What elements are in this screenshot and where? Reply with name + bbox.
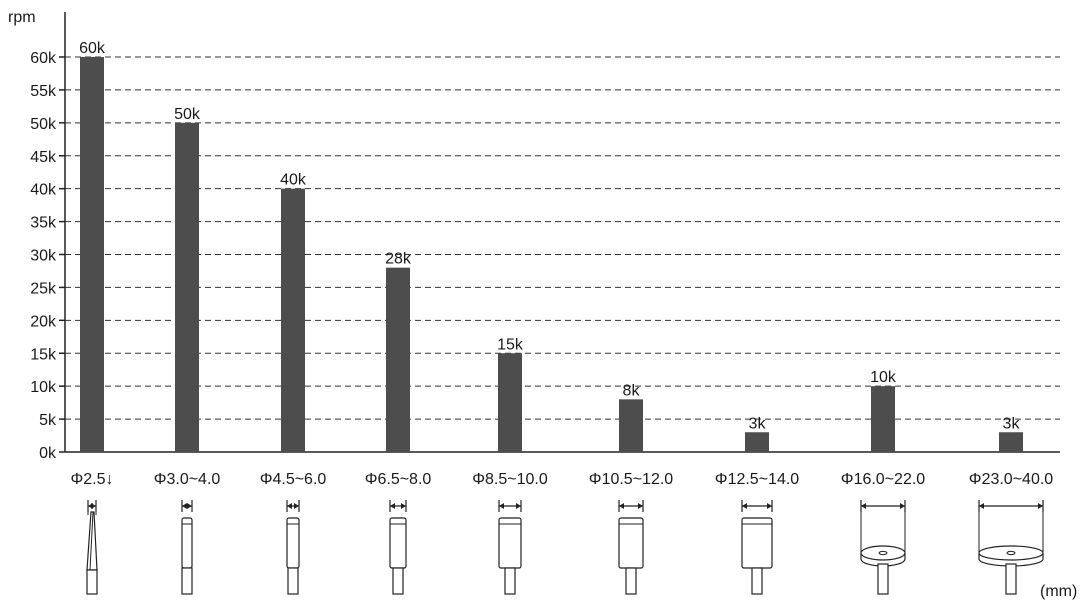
y-tick-label: 60k — [30, 50, 57, 67]
bar — [871, 386, 895, 452]
y-tick-label: 45k — [30, 149, 57, 166]
bar-value-label: 3k — [1003, 415, 1021, 432]
bar-value-label: 10k — [870, 369, 897, 386]
y-tick-label: 0k — [39, 445, 57, 462]
x-category-label: Φ4.5~6.0 — [260, 471, 327, 488]
y-tick-label: 20k — [30, 313, 57, 330]
bar — [281, 188, 305, 452]
bar — [999, 432, 1023, 452]
burr-shank-icon — [498, 500, 522, 595]
y-tick-label: 55k — [30, 83, 57, 100]
burr-shank-icon — [181, 500, 193, 595]
grinding-disc-icon — [978, 500, 1044, 595]
drill-bit-icon — [86, 500, 98, 595]
bar — [619, 399, 643, 452]
bar-value-label: 3k — [749, 415, 767, 432]
x-category-label: Φ2.5↓ — [70, 471, 113, 488]
x-category-label: Φ3.0~4.0 — [154, 471, 221, 488]
bar-value-label: 8k — [623, 382, 641, 399]
bar — [175, 122, 199, 452]
x-unit-label: (mm) — [1040, 583, 1077, 600]
y-tick-label: 35k — [30, 215, 57, 232]
burr-shank-icon — [741, 500, 773, 595]
bar-value-label: 60k — [79, 40, 106, 57]
y-tick-label: 15k — [30, 346, 57, 363]
y-tick-label: 50k — [30, 116, 57, 133]
bar — [386, 267, 410, 452]
y-tick-label: 25k — [30, 280, 57, 297]
bar — [498, 353, 522, 452]
bar-value-label: 50k — [174, 106, 201, 123]
x-category-label: Φ16.0~22.0 — [841, 471, 925, 488]
burr-shank-icon — [618, 500, 644, 595]
x-category-label: Φ10.5~12.0 — [589, 471, 673, 488]
y-tick-label: 30k — [30, 248, 57, 265]
x-category-label: Φ23.0~40.0 — [969, 471, 1053, 488]
bar-value-label: 15k — [497, 336, 524, 353]
x-category-label: Φ8.5~10.0 — [472, 471, 548, 488]
bar — [745, 432, 769, 452]
burr-shank-icon — [286, 500, 300, 595]
x-category-label: Φ6.5~8.0 — [365, 471, 432, 488]
burr-shank-icon — [389, 500, 407, 595]
y-axis-title: rpm — [8, 9, 36, 26]
grinding-disc-icon — [860, 500, 906, 595]
bar — [80, 57, 104, 452]
bar-value-label: 40k — [280, 172, 307, 189]
y-tick-label: 40k — [30, 182, 57, 199]
y-tick-label: 5k — [39, 412, 57, 429]
x-category-label: Φ12.5~14.0 — [715, 471, 799, 488]
y-tick-label: 10k — [30, 379, 57, 396]
bar-value-label: 28k — [385, 251, 412, 268]
